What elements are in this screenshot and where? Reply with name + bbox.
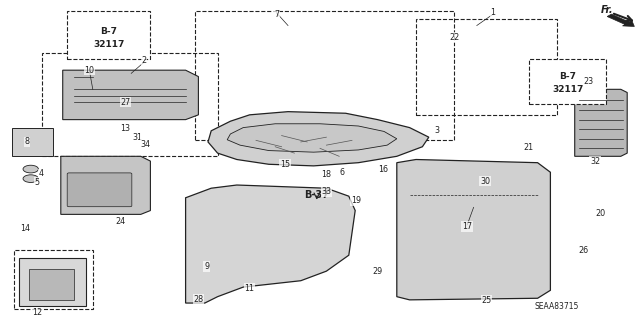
Text: 32117: 32117 bbox=[552, 85, 584, 94]
Text: 16: 16 bbox=[378, 165, 388, 174]
Polygon shape bbox=[227, 124, 397, 152]
Text: 11: 11 bbox=[244, 284, 255, 293]
Text: 31: 31 bbox=[132, 133, 142, 142]
Text: 4: 4 bbox=[39, 169, 44, 178]
Polygon shape bbox=[397, 160, 550, 300]
FancyBboxPatch shape bbox=[67, 11, 150, 59]
Text: 3: 3 bbox=[434, 126, 439, 135]
FancyBboxPatch shape bbox=[529, 59, 606, 104]
Text: 21: 21 bbox=[523, 143, 533, 152]
Polygon shape bbox=[61, 156, 150, 214]
Text: 20: 20 bbox=[595, 209, 605, 218]
FancyBboxPatch shape bbox=[29, 269, 74, 300]
Text: 23: 23 bbox=[584, 77, 594, 86]
FancyArrow shape bbox=[607, 14, 634, 26]
Text: 22: 22 bbox=[449, 33, 460, 42]
Text: 19: 19 bbox=[351, 197, 361, 205]
Text: 15: 15 bbox=[280, 160, 290, 169]
Text: SEAA83715: SEAA83715 bbox=[534, 302, 579, 311]
Text: 1: 1 bbox=[490, 8, 495, 17]
Text: 26: 26 bbox=[579, 246, 589, 255]
Polygon shape bbox=[208, 112, 429, 166]
Circle shape bbox=[23, 175, 38, 182]
Text: B-7: B-7 bbox=[100, 27, 117, 36]
Text: 30: 30 bbox=[480, 177, 490, 186]
Text: 28: 28 bbox=[193, 295, 204, 304]
Text: 27: 27 bbox=[120, 98, 131, 107]
Text: B-37: B-37 bbox=[305, 189, 329, 200]
FancyBboxPatch shape bbox=[12, 128, 53, 156]
Polygon shape bbox=[186, 185, 355, 303]
Text: 32: 32 bbox=[590, 157, 600, 166]
Circle shape bbox=[23, 165, 38, 173]
Text: 32117: 32117 bbox=[93, 40, 125, 49]
Text: 14: 14 bbox=[20, 224, 31, 233]
Text: 2: 2 bbox=[141, 56, 147, 65]
Polygon shape bbox=[575, 89, 627, 156]
Text: 12: 12 bbox=[32, 308, 42, 317]
Text: 25: 25 bbox=[481, 296, 492, 305]
Text: 17: 17 bbox=[462, 222, 472, 231]
Text: 10: 10 bbox=[84, 66, 95, 75]
Text: 6: 6 bbox=[340, 168, 345, 177]
FancyBboxPatch shape bbox=[19, 258, 86, 306]
Text: 13: 13 bbox=[120, 124, 131, 133]
Text: 5: 5 bbox=[35, 178, 40, 187]
Text: 8: 8 bbox=[24, 137, 29, 146]
Text: B-7: B-7 bbox=[559, 72, 576, 81]
Text: 24: 24 bbox=[115, 217, 125, 226]
Text: 33: 33 bbox=[321, 187, 332, 196]
Text: 9: 9 bbox=[204, 262, 209, 271]
FancyBboxPatch shape bbox=[67, 173, 132, 207]
Text: 29: 29 bbox=[372, 267, 383, 276]
Text: 34: 34 bbox=[141, 140, 151, 149]
Text: 7: 7 bbox=[274, 10, 279, 19]
Text: Fr.: Fr. bbox=[600, 4, 613, 15]
Polygon shape bbox=[63, 70, 198, 120]
Text: 18: 18 bbox=[321, 170, 332, 179]
